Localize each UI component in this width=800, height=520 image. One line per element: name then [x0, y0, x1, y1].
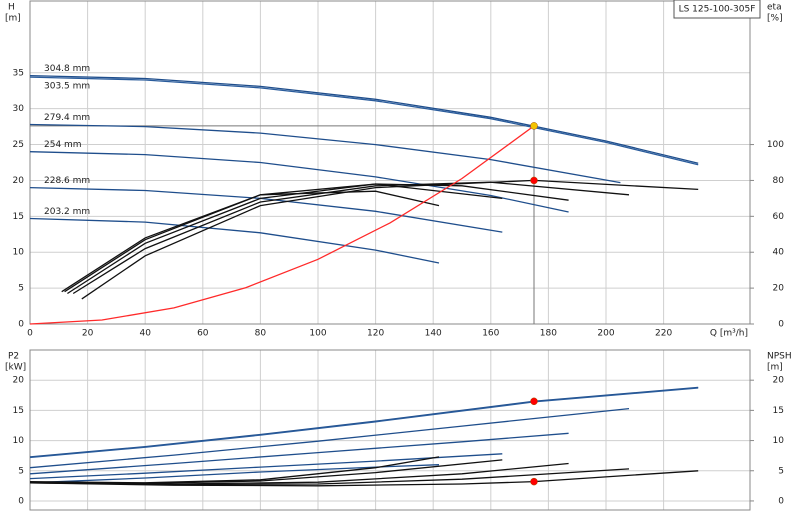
- y2-tick-label: 10: [773, 436, 785, 446]
- y-tick-label: 0: [18, 320, 24, 330]
- y-axis-unit: [m]: [5, 14, 21, 24]
- series-label: 303.5 mm: [44, 82, 90, 92]
- series-line: [29, 151, 569, 213]
- series-line: [29, 76, 699, 166]
- panel: 0 5 10 15 20 0 5 10 15 20 P2[kW] NPSH[m]: [5, 349, 792, 511]
- series-line: [29, 464, 440, 484]
- series-line: [67, 183, 569, 295]
- series-line: [72, 181, 630, 295]
- y2-tick-label: 0: [778, 496, 784, 506]
- y2-tick-label: 60: [773, 212, 785, 222]
- series-label: 228.6 mm: [44, 176, 90, 186]
- plot-frame: [29, 0, 751, 325]
- chart-title: LS 125-100-305F: [679, 5, 756, 15]
- y-axis-label: P2: [8, 352, 19, 362]
- x-tick-label: 80: [255, 329, 267, 339]
- y-tick-label: 10: [13, 436, 25, 446]
- series-line: [29, 462, 569, 485]
- series-label: 203.2 mm: [44, 207, 90, 217]
- y-tick-label: 15: [13, 406, 24, 416]
- y2-tick-label: 80: [773, 176, 785, 186]
- series-line: [29, 125, 535, 325]
- y2-axis-unit: [%]: [767, 14, 783, 24]
- y2-tick-label: 20: [773, 284, 785, 294]
- x-tick-label: 40: [139, 329, 151, 339]
- series-line: [61, 190, 440, 293]
- series-label: 279.4 mm: [44, 113, 90, 123]
- series-line: [29, 123, 621, 184]
- x-tick-label: 220: [655, 329, 672, 339]
- series-label: 254 mm: [44, 140, 82, 150]
- y2-tick-label: 100: [767, 140, 784, 150]
- series-line: [29, 74, 699, 164]
- y2-axis-label: NPSH: [767, 352, 792, 362]
- y-axis-unit: [kW]: [5, 363, 26, 373]
- series-label: 304.8 mm: [44, 64, 90, 74]
- duty-point: [530, 397, 538, 406]
- series-line: [29, 386, 699, 458]
- y-tick-label: 0: [18, 496, 24, 506]
- series-line: [29, 432, 569, 475]
- series-line: [81, 179, 699, 300]
- x-tick-label: 180: [540, 329, 557, 339]
- y-tick-label: 25: [13, 140, 24, 150]
- duty-point: [530, 122, 538, 130]
- series-line: [29, 387, 699, 459]
- y2-axis-label: eta: [767, 3, 782, 13]
- series-line: [29, 453, 503, 480]
- x-tick-label: 0: [27, 329, 33, 339]
- y2-tick-label: 15: [773, 406, 784, 416]
- series-line: [29, 456, 440, 484]
- x-tick-label: 160: [482, 329, 499, 339]
- duty-point: [530, 477, 538, 486]
- y-tick-label: 30: [13, 104, 25, 114]
- title-box: [673, 0, 761, 19]
- series-line: [64, 183, 503, 293]
- plot-frame: [29, 349, 751, 511]
- y2-tick-label: 0: [778, 320, 784, 330]
- x-tick-label: 200: [597, 329, 614, 339]
- x-tick-label: 60: [197, 329, 209, 339]
- y-tick-label: 10: [13, 248, 25, 258]
- y2-tick-label: 20: [773, 376, 785, 386]
- x-axis-label: Q [m³/h]: [710, 329, 748, 339]
- y2-tick-label: 40: [773, 248, 785, 258]
- y2-tick-label: 5: [778, 466, 784, 476]
- series-line: [29, 217, 440, 264]
- y-axis-label: H: [8, 3, 15, 13]
- panel: 0 20 40 60 80 100 120 140 160 180 200 2200510152025…: [5, 0, 784, 339]
- y-tick-label: 5: [18, 284, 24, 294]
- series-line: [29, 407, 630, 469]
- y2-axis-unit: [m]: [767, 363, 783, 373]
- y-tick-label: 15: [13, 212, 24, 222]
- duty-point: [530, 176, 538, 185]
- x-tick-label: 100: [309, 329, 326, 339]
- y-tick-label: 35: [13, 68, 24, 78]
- y-tick-label: 5: [18, 466, 24, 476]
- x-tick-label: 140: [425, 329, 442, 339]
- x-tick-label: 120: [367, 329, 384, 339]
- y-tick-label: 20: [13, 176, 25, 186]
- y-tick-label: 20: [13, 376, 25, 386]
- x-tick-label: 20: [82, 329, 94, 339]
